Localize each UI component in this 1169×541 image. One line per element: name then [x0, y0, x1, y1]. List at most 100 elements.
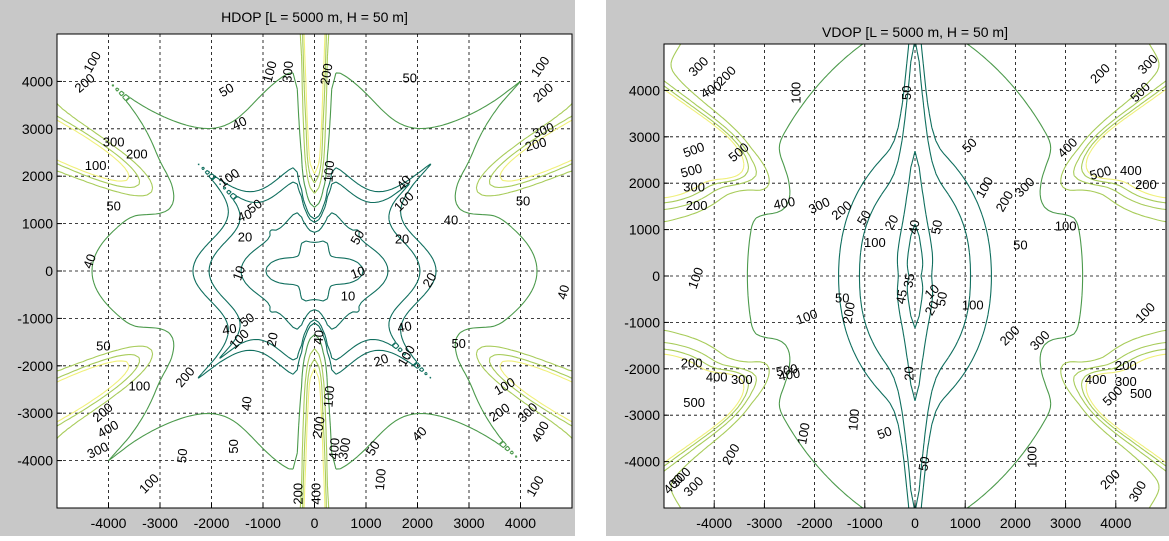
contour-label: 40 — [554, 283, 572, 301]
x-tick-label: -4000 — [696, 515, 732, 531]
contour-lines — [57, 34, 572, 508]
contour-label: 100 — [85, 158, 107, 173]
contour-line-50 — [838, 44, 992, 508]
contour-label: 100 — [788, 82, 803, 104]
x-tick-label: -1000 — [245, 515, 281, 531]
contour-label: 200 — [1135, 177, 1157, 192]
x-tick-label: 0 — [911, 515, 919, 531]
grid — [57, 34, 572, 508]
contour-label: 20 — [395, 232, 409, 247]
y-tick-label: -1000 — [624, 314, 660, 330]
contour-line-400 — [57, 34, 572, 508]
contour-label: 100 — [1024, 446, 1039, 468]
contour-label: 10 — [341, 289, 355, 304]
tick-labels: -4000 -3000 -2000 -1000 0 1000 2000 3000 4000-40… — [624, 82, 1131, 531]
contour-label: 500 — [679, 161, 704, 181]
contour-label: 50 — [237, 310, 257, 331]
vdop-panel: 300 200 400 100 50 50 200 300 500 400 500 400 200 500… — [606, 0, 1169, 536]
contour-label: 50 — [451, 336, 465, 351]
contour-label: 400 — [1120, 163, 1142, 178]
x-tick-label: 0 — [311, 515, 319, 531]
hdop-panel: 100 200 50 40 100 300 200 50 100 200 300 200 300 200 1… — [0, 0, 575, 536]
contour-label: 400 — [309, 483, 324, 505]
contour-label: 50 — [403, 70, 417, 85]
contour-label: 10 — [349, 263, 368, 282]
contour-line-200 — [57, 34, 572, 508]
contour-label: 500 — [775, 361, 799, 380]
contour-label: 20 — [419, 270, 439, 290]
contour-label: 100 — [129, 379, 151, 394]
contour-label: 50 — [899, 85, 914, 99]
contour-label: 300 — [279, 60, 296, 83]
y-tick-label: 0 — [652, 268, 660, 284]
y-tick-label: -3000 — [17, 405, 53, 421]
contour-label: 50 — [928, 219, 945, 236]
contour-label: 50 — [933, 291, 950, 308]
contour-label: 300 — [683, 179, 705, 194]
y-tick-label: -1000 — [17, 310, 53, 326]
contour-label: 400 — [772, 194, 796, 213]
contour-label: 40 — [230, 113, 249, 133]
contour-label: 100 — [962, 298, 984, 313]
x-tick-label: -2000 — [194, 515, 230, 531]
contour-label: 40 — [238, 396, 254, 412]
contour-label: 500 — [1130, 386, 1152, 401]
y-tick-label: -3000 — [624, 407, 660, 423]
y-tick-label: 4000 — [22, 73, 53, 89]
contour-label: 40 — [235, 206, 254, 225]
contour-label: 300 — [531, 119, 557, 141]
x-tick-label: -3000 — [142, 515, 178, 531]
contour-label: 400 — [706, 370, 728, 385]
contour-label: 20 — [264, 331, 281, 348]
contour-label: 35 — [900, 272, 917, 289]
contour-label: 20 — [901, 366, 916, 380]
contour-line-50 — [192, 163, 437, 379]
x-tick-label: -4000 — [91, 515, 127, 531]
contour-label: 200 — [317, 62, 336, 86]
x-tick-label: 1000 — [350, 515, 381, 531]
y-tick-label: -2000 — [624, 361, 660, 377]
contour-label: 200 — [126, 146, 148, 161]
x-tick-label: 4000 — [1100, 515, 1131, 531]
contour-label: 400 — [326, 437, 343, 460]
contour-line-10 — [265, 240, 364, 302]
grid — [664, 44, 1166, 508]
y-tick-label: -4000 — [17, 453, 53, 469]
contour-label: 100 — [845, 408, 862, 431]
contour-label: 200 — [309, 415, 328, 439]
contour-label: 100 — [794, 422, 813, 446]
contour-label: 40 — [310, 329, 326, 345]
contour-label: 300 — [731, 372, 753, 387]
contour-line-40 — [858, 44, 972, 508]
contour-line-10 — [906, 223, 924, 329]
contour-label: 100 — [794, 306, 820, 328]
contour-label: 50 — [915, 455, 932, 472]
contour-label: 200 — [1115, 358, 1137, 373]
contour-label: 100 — [320, 385, 337, 408]
contour-label: 50 — [835, 291, 849, 306]
contour-label: 50 — [875, 423, 894, 442]
contour-label: 20 — [238, 229, 252, 244]
contour-label: 50 — [216, 80, 236, 100]
contour-label: 400 — [1085, 372, 1107, 387]
contour-label: 100 — [864, 235, 886, 250]
x-tick-label: 3000 — [1050, 515, 1081, 531]
contour-label: 40 — [444, 213, 458, 228]
y-tick-label: 0 — [45, 263, 53, 279]
contour-label: 100 — [320, 160, 337, 183]
contour-label: 45 — [893, 288, 910, 305]
contour-label: 300 — [103, 134, 125, 149]
contour-label: 100 — [260, 59, 280, 84]
contour-line-20 — [240, 212, 389, 330]
y-tick-label: -4000 — [624, 454, 660, 470]
contour-label: 500 — [681, 139, 707, 161]
contour-label: 40 — [80, 252, 99, 271]
contour-line-300 — [57, 34, 572, 508]
tick-labels: -4000 -3000 -2000 -1000 0 1000 2000 3000 4000-40… — [17, 73, 536, 531]
y-tick-label: 1000 — [629, 222, 660, 238]
contour-label: 20 — [881, 212, 901, 232]
chart-title: HDOP [L = 5000 m, H = 50 m] — [221, 9, 408, 25]
